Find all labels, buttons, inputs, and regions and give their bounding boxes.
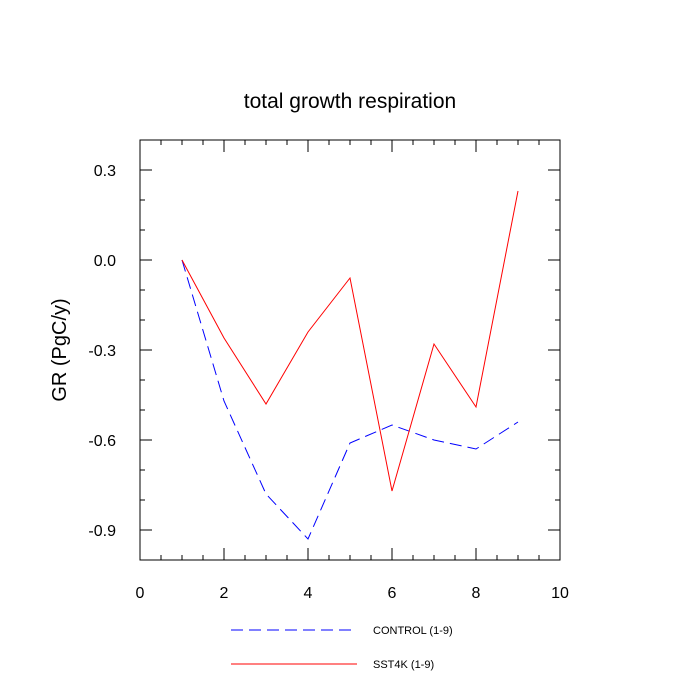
y-tick-label: -0.3 bbox=[88, 343, 116, 360]
chart-title: total growth respiration bbox=[244, 90, 456, 113]
x-tick-label: 6 bbox=[388, 585, 397, 602]
series-line-control bbox=[181, 259, 519, 540]
x-tick-label: 10 bbox=[551, 585, 569, 602]
legend-label-sst4k: SST4K (1-9) bbox=[373, 659, 434, 671]
axis-tick-labels: 0 2 4 6 8 10 0.3 0.0 -0.3 -0.6 -0.9 bbox=[88, 163, 569, 602]
plot-frame bbox=[139, 139, 561, 561]
x-tick-label: 4 bbox=[304, 585, 313, 602]
series-line-sst4k bbox=[181, 190, 519, 492]
axis-ticks bbox=[139, 140, 561, 560]
legend-label-control: CONTROL (1-9) bbox=[373, 625, 453, 637]
x-tick-label: 0 bbox=[136, 585, 145, 602]
y-tick-label: 0.3 bbox=[94, 163, 116, 180]
y-tick-label: -0.6 bbox=[88, 433, 116, 450]
y-axis-label: GR (PgC/y) bbox=[49, 298, 71, 401]
y-tick-label: 0.0 bbox=[94, 253, 116, 270]
x-tick-label: 8 bbox=[472, 585, 481, 602]
x-tick-label: 2 bbox=[220, 585, 229, 602]
series-lines bbox=[181, 190, 519, 540]
y-tick-label: -0.9 bbox=[88, 523, 116, 540]
legend: CONTROL (1-9) SST4K (1-9) bbox=[231, 625, 453, 671]
